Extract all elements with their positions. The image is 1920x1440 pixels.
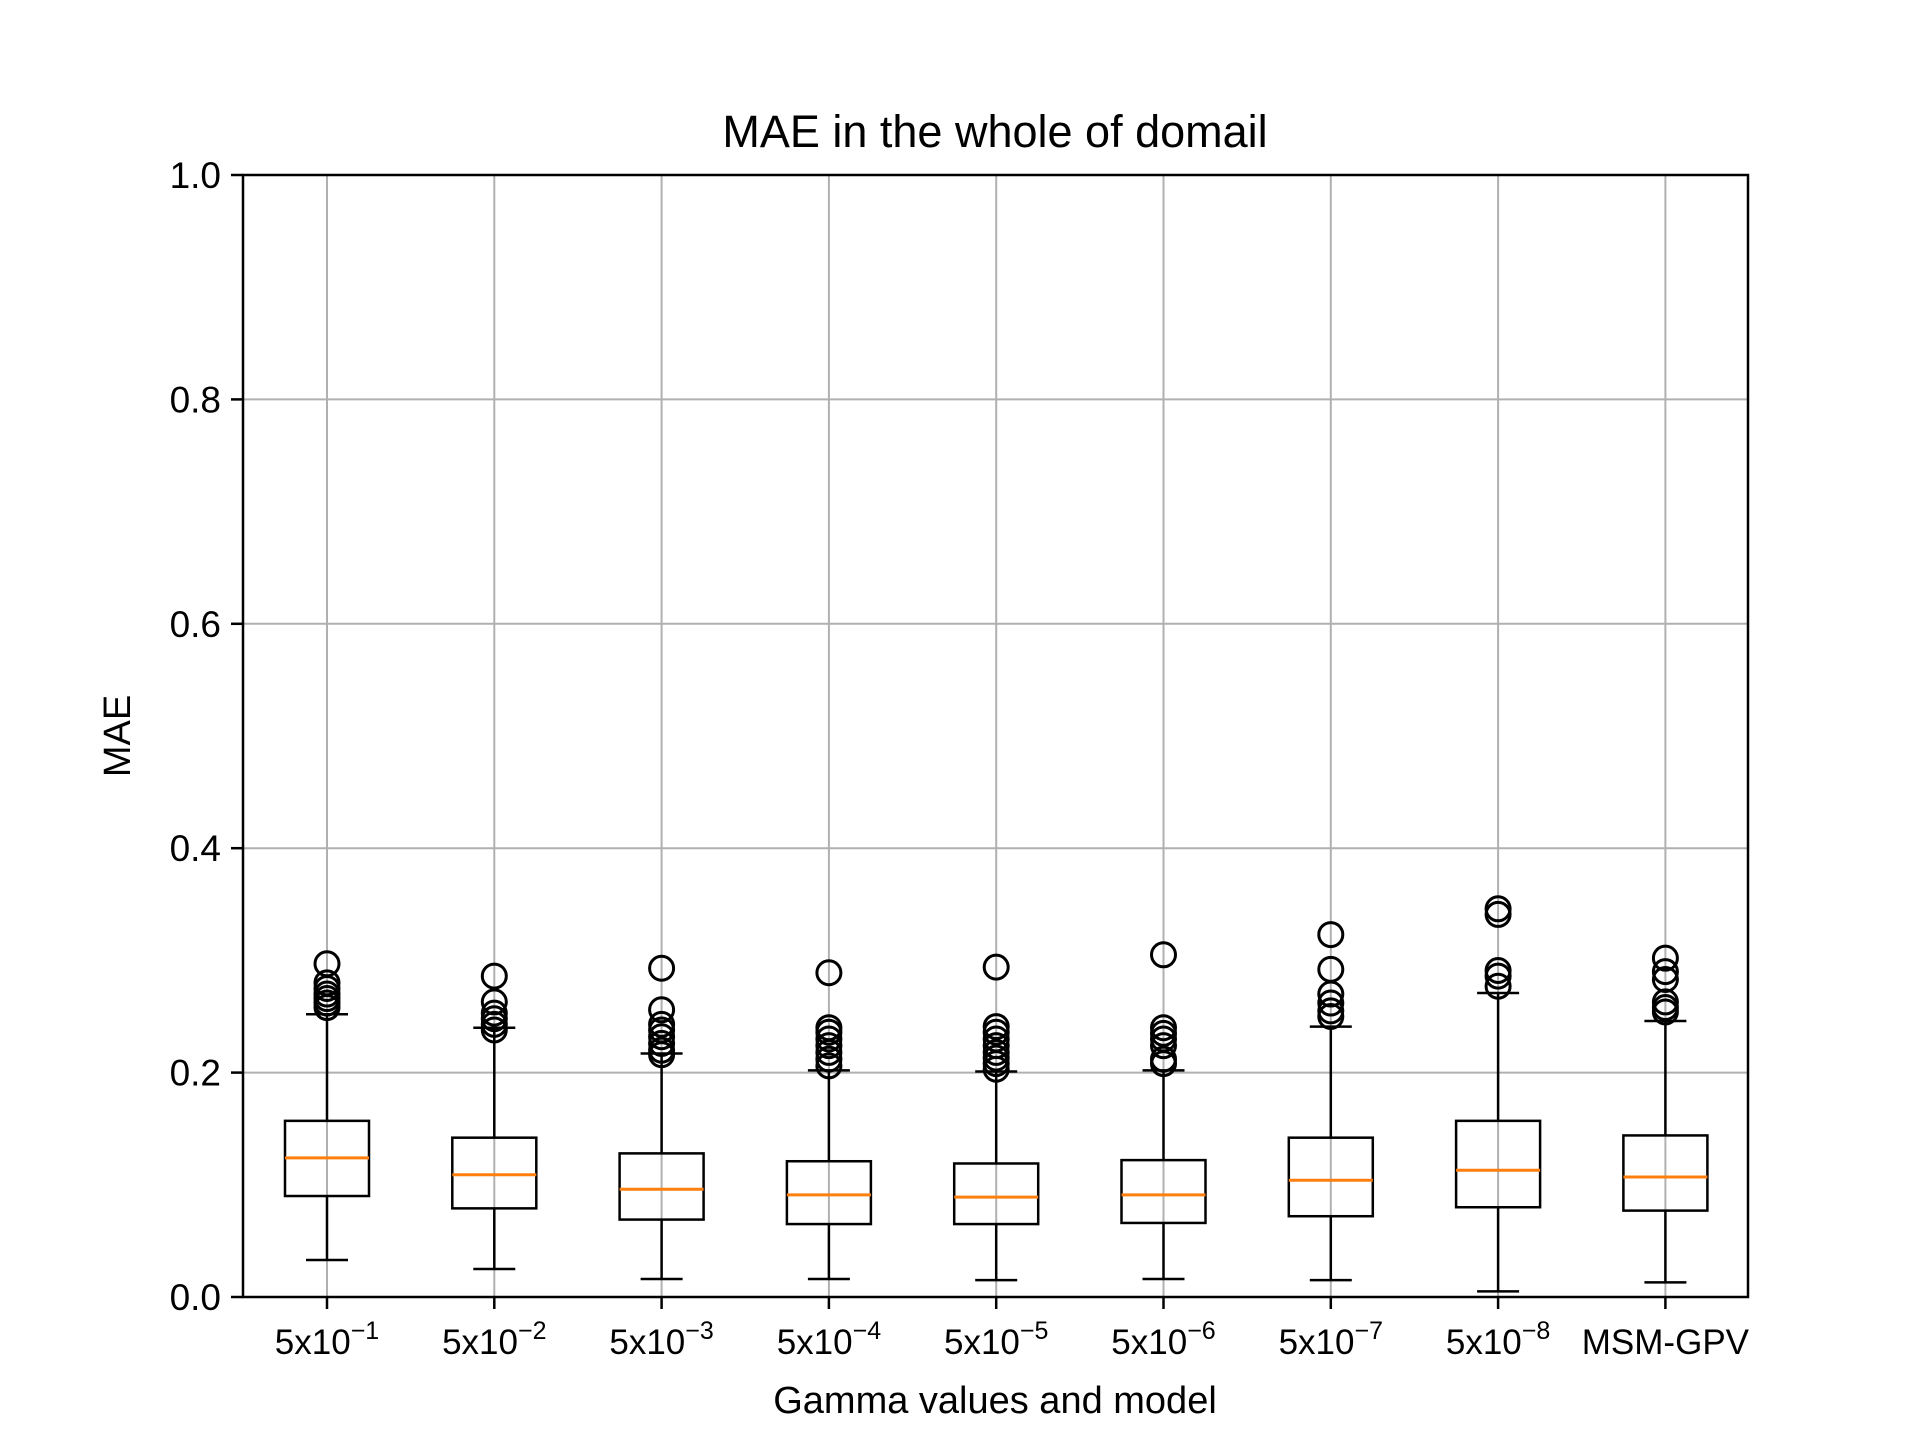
outlier-point bbox=[982, 953, 1010, 981]
outlier-point bbox=[1484, 895, 1512, 923]
x-tick-label: 5x10−6 bbox=[1111, 1317, 1215, 1362]
outlier-point bbox=[815, 1025, 843, 1053]
x-tick-label-base: 5x10 bbox=[1446, 1323, 1522, 1362]
iqr-box bbox=[618, 1152, 705, 1221]
y-axis-label: MAE bbox=[97, 695, 139, 777]
box-group bbox=[618, 954, 705, 1281]
x-tick-label-exponent: −7 bbox=[1354, 1317, 1383, 1345]
outlier-point bbox=[480, 988, 508, 1016]
outlier-point bbox=[648, 1029, 676, 1057]
x-tick-label-base: MSM-GPV bbox=[1582, 1323, 1750, 1362]
y-tick-label: 0.8 bbox=[170, 379, 221, 420]
x-tick-label-exponent: −2 bbox=[518, 1317, 547, 1345]
iqr-box bbox=[1120, 1158, 1207, 1225]
outlier-point bbox=[982, 1025, 1010, 1053]
iqr-box bbox=[451, 1136, 538, 1210]
outlier-point bbox=[1651, 965, 1679, 993]
outlier-point bbox=[982, 1038, 1010, 1066]
outlier-point bbox=[1317, 921, 1345, 949]
outlier-point bbox=[313, 969, 341, 997]
outlier-point bbox=[648, 954, 676, 982]
x-tick-label-base: 5x10 bbox=[777, 1323, 853, 1362]
outlier-point bbox=[1150, 941, 1177, 969]
iqr-box bbox=[1454, 1119, 1542, 1209]
box-group bbox=[785, 959, 873, 1281]
box-group bbox=[1287, 921, 1375, 1282]
x-tick-label-exponent: −1 bbox=[351, 1317, 380, 1345]
outlier-point bbox=[1651, 944, 1679, 972]
box-group bbox=[283, 950, 371, 1262]
outlier-point bbox=[1150, 1045, 1177, 1073]
outlier-point bbox=[815, 1052, 843, 1080]
outlier-point bbox=[480, 999, 508, 1027]
y-tick-label: 1.0 bbox=[170, 155, 221, 196]
outlier-point bbox=[815, 959, 843, 987]
chart-title: MAE in the whole of domail bbox=[722, 106, 1267, 157]
x-tick-label-exponent: −4 bbox=[853, 1317, 882, 1345]
box-group bbox=[1454, 895, 1542, 1293]
x-tick-label-base: 5x10 bbox=[1111, 1323, 1187, 1362]
iqr-box bbox=[1622, 1134, 1709, 1212]
x-tick-label-exponent: −3 bbox=[685, 1317, 714, 1345]
box-group bbox=[1120, 941, 1207, 1281]
outlier-point bbox=[1150, 1014, 1177, 1042]
x-tick-label-base: 5x10 bbox=[944, 1323, 1020, 1362]
y-tick-label: 0.6 bbox=[170, 604, 221, 645]
outlier-point bbox=[982, 1013, 1010, 1041]
iqr-box bbox=[785, 1159, 873, 1226]
outlier-point bbox=[982, 1032, 1010, 1060]
x-tick-label-base: 5x10 bbox=[1279, 1323, 1355, 1362]
y-tick-label: 0.4 bbox=[170, 828, 221, 869]
outlier-point bbox=[815, 1045, 843, 1073]
iqr-box bbox=[1287, 1136, 1375, 1218]
x-tick-label: 5x10−1 bbox=[275, 1317, 379, 1362]
outlier-point bbox=[1484, 972, 1512, 1000]
x-tick-label: 5x10−2 bbox=[442, 1317, 546, 1362]
x-tick-label: MSM-GPV bbox=[1582, 1323, 1750, 1362]
x-tick-label: 5x10−5 bbox=[944, 1317, 1048, 1362]
x-tick-label-exponent: −5 bbox=[1020, 1317, 1049, 1345]
x-tick-label-base: 5x10 bbox=[609, 1323, 685, 1362]
outlier-point bbox=[313, 950, 341, 978]
outlier-point bbox=[1651, 958, 1679, 986]
x-tick-label-exponent: −6 bbox=[1187, 1317, 1216, 1345]
x-tick-label: 5x10−4 bbox=[777, 1317, 882, 1362]
box-series bbox=[283, 895, 1709, 1293]
outlier-point bbox=[648, 1036, 676, 1064]
outlier-point bbox=[648, 996, 676, 1024]
x-tick-label-base: 5x10 bbox=[275, 1323, 351, 1362]
x-tick-label: 5x10−3 bbox=[609, 1317, 713, 1362]
outlier-point bbox=[1317, 955, 1345, 983]
box-group bbox=[1622, 944, 1709, 1284]
outlier-point bbox=[648, 1023, 676, 1051]
x-axis-ticks: 5x10−1 5x10−2 5x10−3 5x10−4 5x10−5 5x10−6 5x10… bbox=[275, 1297, 1750, 1362]
outlier-point bbox=[480, 962, 508, 990]
x-tick-label: 5x10−7 bbox=[1279, 1317, 1383, 1362]
x-tick-label-base: 5x10 bbox=[442, 1323, 518, 1362]
x-tick-label-exponent: −8 bbox=[1522, 1317, 1551, 1345]
box-group bbox=[451, 962, 538, 1271]
box-group bbox=[952, 953, 1040, 1282]
outlier-point bbox=[815, 1014, 843, 1042]
outlier-point bbox=[1651, 988, 1679, 1016]
y-tick-label: 0.2 bbox=[170, 1053, 221, 1094]
y-tick-label: 0.0 bbox=[170, 1277, 221, 1318]
outlier-point bbox=[815, 1032, 843, 1060]
outlier-point bbox=[1150, 1032, 1177, 1060]
outlier-point bbox=[1317, 997, 1345, 1025]
x-axis-label: Gamma values and model bbox=[773, 1380, 1217, 1422]
outlier-point bbox=[1484, 956, 1512, 984]
iqr-box bbox=[952, 1162, 1040, 1226]
y-axis-ticks: 0.0 0.2 0.4 0.6 0.8 1.0 bbox=[170, 155, 243, 1318]
x-tick-label: 5x10−8 bbox=[1446, 1317, 1550, 1362]
outlier-point bbox=[1317, 989, 1345, 1017]
outlier-point bbox=[648, 1010, 676, 1038]
